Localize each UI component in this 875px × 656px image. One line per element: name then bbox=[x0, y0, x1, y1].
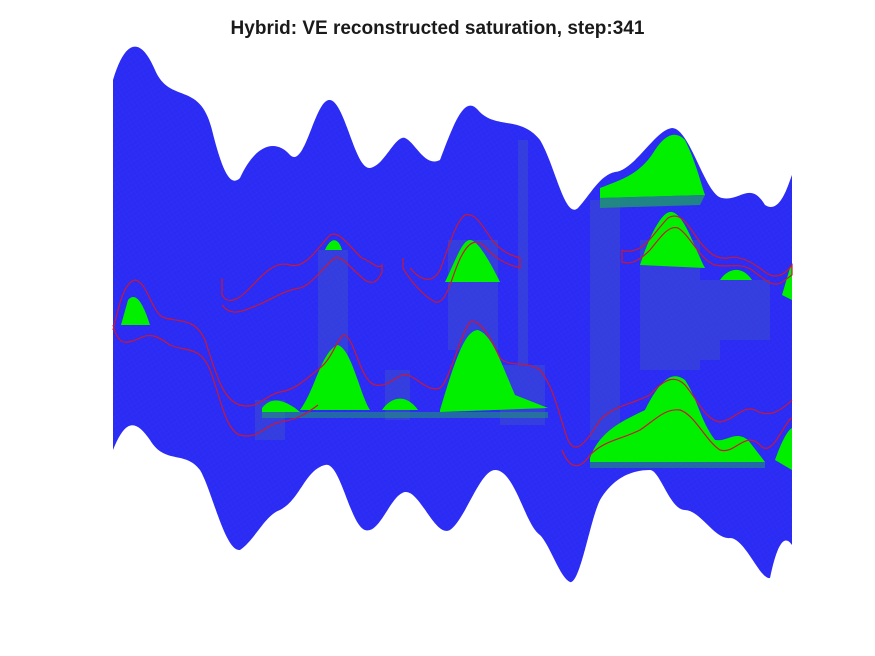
saturation-plot bbox=[0, 0, 875, 656]
